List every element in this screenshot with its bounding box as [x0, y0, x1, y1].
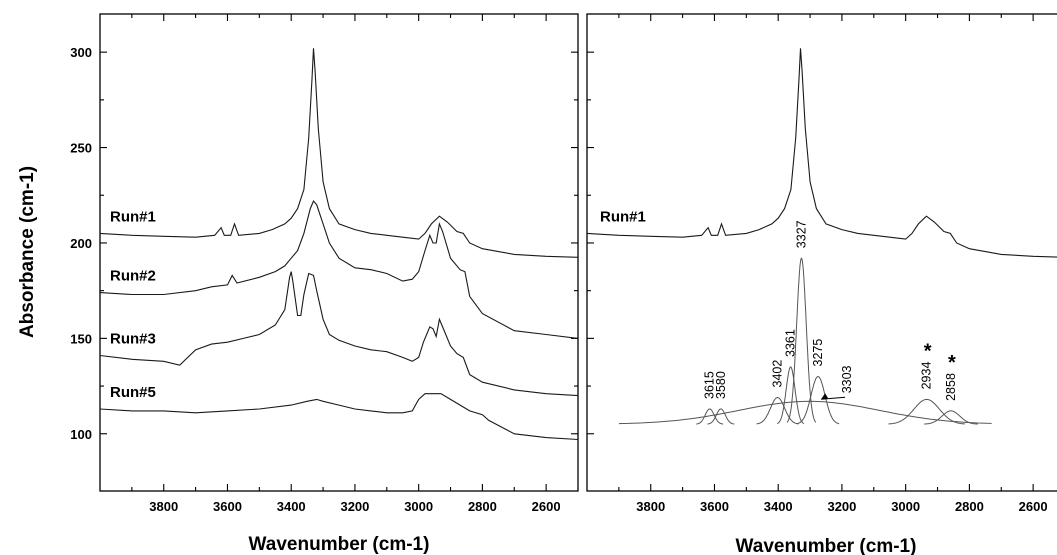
- right-x-tick-label: 3000: [891, 499, 920, 514]
- left-x-tick-label: 3400: [277, 499, 306, 514]
- arrow-head: [821, 393, 829, 400]
- left-trace-run1: [99, 48, 579, 258]
- right-x-tick-label: 3600: [700, 499, 729, 514]
- left-x-axis-title: Wavenumber (cm-1): [249, 534, 430, 555]
- left-trace-run2: [99, 199, 579, 339]
- left-panel: Run#1 Run#2 Run#3 Run#5 3800 3600 3400 3200 300…: [17, 13, 579, 555]
- left-x-tick-label: 2600: [532, 499, 561, 514]
- y-tick-label: 100: [70, 427, 92, 442]
- y-tick-label: 150: [70, 331, 92, 346]
- right-x-tick-label: 2600: [1019, 499, 1048, 514]
- left-series-label-run2: Run#2: [110, 268, 156, 285]
- peak-label-3327: 3327: [795, 220, 809, 248]
- right-series-label-run1: Run#1: [600, 208, 646, 225]
- right-x-axis-title: Wavenumber (cm-1): [736, 536, 917, 555]
- left-x-tick-label: 3800: [149, 499, 178, 514]
- left-trace-run3: [99, 271, 579, 397]
- left-x-tick-label: 3200: [340, 499, 369, 514]
- peak-label-2934: 2934: [920, 362, 934, 390]
- fit-component-3361: [776, 366, 805, 425]
- fit-component-2934: [888, 398, 965, 425]
- left-x-tick-label: 3000: [404, 499, 433, 514]
- peak-label-2858: 2858: [944, 373, 958, 401]
- right-x-tick-label: 3400: [764, 499, 793, 514]
- y-tick-label: 250: [70, 141, 92, 156]
- y-tick-label: 200: [70, 236, 92, 251]
- left-trace-run5: [99, 393, 579, 441]
- left-series-label-run5: Run#5: [110, 384, 156, 401]
- fit-component-3303: [618, 400, 992, 425]
- y-axis-title: Absorbance (cm-1): [17, 166, 38, 338]
- left-x-tick-label: 2800: [468, 499, 497, 514]
- left-series-label-run1: Run#1: [110, 208, 156, 225]
- peak-label-3402: 3402: [771, 360, 785, 388]
- peak-label-3580: 3580: [714, 371, 728, 399]
- peak-label-3615: 3615: [703, 371, 717, 399]
- right-x-tick-label: 2800: [955, 499, 984, 514]
- fit-component-3402: [756, 396, 799, 425]
- left-plot-frame: [99, 13, 579, 492]
- right-trace-run1: [586, 48, 1057, 258]
- left-series-label-run3: Run#3: [110, 331, 156, 348]
- right-x-tick-label: 3200: [827, 499, 856, 514]
- peak-label-3303: 3303: [840, 365, 854, 393]
- y-tick-label: 300: [70, 45, 92, 60]
- fit-component-3580: [707, 408, 735, 425]
- right-plot-frame: [586, 13, 1057, 492]
- arrow-pointer: [821, 396, 846, 400]
- fit-component-2858: [924, 410, 978, 425]
- asterisk-marker-2934: *: [924, 341, 932, 363]
- fit-component-3615: [696, 408, 724, 425]
- right-x-tick-label: 3800: [636, 499, 665, 514]
- asterisk-marker-2858: *: [948, 352, 956, 374]
- peak-label-3361: 3361: [784, 329, 798, 357]
- fit-component-3275: [796, 375, 840, 425]
- left-x-tick-label: 3600: [213, 499, 242, 514]
- peak-label-3275: 3275: [811, 339, 825, 367]
